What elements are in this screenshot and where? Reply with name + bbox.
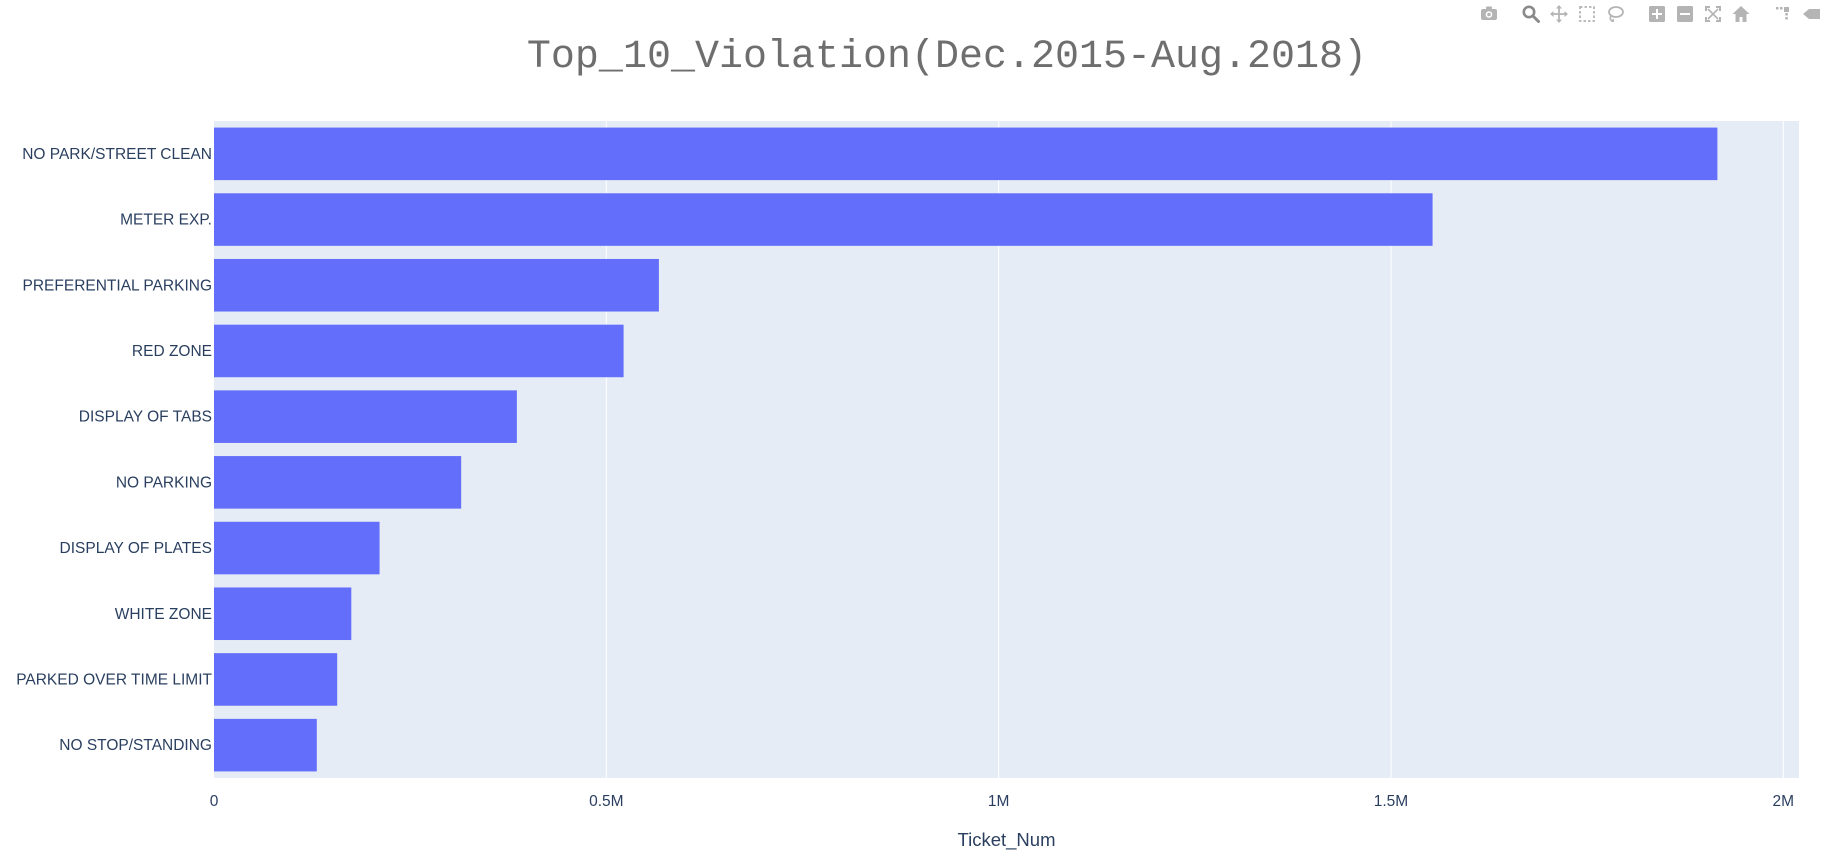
lasso-select-icon [1608, 6, 1624, 23]
zoom-out-button[interactable] [1671, 2, 1699, 26]
bar[interactable] [214, 718, 317, 772]
y-tick-label: PREFERENTIAL PARKING [23, 277, 212, 294]
x-tick-label: 1M [988, 793, 1010, 810]
bar[interactable] [214, 193, 1433, 246]
modebar-group [1475, 2, 1503, 26]
zoom-in-icon [1649, 6, 1665, 22]
y-tick-label: METER EXP. [120, 212, 212, 229]
hover-closest-icon [1803, 9, 1820, 19]
x-tick-label: 1.5M [1374, 793, 1408, 810]
reset-axes-icon [1732, 6, 1750, 22]
chart-title: Top_10_Violation(Dec.2015-Aug.2018) [527, 35, 1367, 80]
x-axis-title: Ticket_Num [957, 829, 1055, 851]
zoom-icon [1522, 5, 1540, 23]
bar[interactable] [214, 258, 659, 312]
y-tick-label: RED ZONE [132, 343, 212, 360]
modebar-group [1517, 2, 1629, 26]
zoom-button[interactable] [1517, 2, 1545, 26]
bar[interactable] [214, 521, 380, 575]
modebar [1461, 2, 1825, 26]
camera-button[interactable] [1475, 2, 1503, 26]
bar[interactable] [214, 653, 338, 706]
bar[interactable] [214, 324, 624, 378]
y-tick-label: NO PARK/STREET CLEAN [22, 146, 212, 163]
lasso-select-button[interactable] [1601, 2, 1629, 26]
y-tick-label: PARKED OVER TIME LIMIT [16, 671, 212, 688]
spike-lines-icon [1776, 7, 1789, 20]
y-tick-label: DISPLAY OF PLATES [60, 540, 212, 557]
bar[interactable] [214, 456, 462, 509]
pan-icon [1550, 5, 1568, 23]
x-tick-label: 0.5M [589, 793, 623, 810]
bar[interactable] [214, 390, 517, 443]
y-tick-label: DISPLAY OF TABS [79, 409, 212, 426]
bar[interactable] [214, 587, 352, 641]
hover-closest-button[interactable] [1797, 2, 1825, 26]
bar[interactable] [214, 127, 1718, 181]
camera-icon [1481, 6, 1497, 20]
modebar-group [1643, 2, 1755, 26]
spike-lines-button[interactable] [1769, 2, 1797, 26]
y-tick-label: NO PARKING [116, 474, 212, 491]
box-select-icon [1579, 6, 1595, 22]
x-tick-label: 2M [1773, 793, 1795, 810]
x-tick-label: 0 [210, 793, 219, 810]
pan-button[interactable] [1545, 2, 1573, 26]
reset-axes-button[interactable] [1727, 2, 1755, 26]
autoscale-icon [1705, 6, 1721, 22]
autoscale-button[interactable] [1699, 2, 1727, 26]
y-tick-label: WHITE ZONE [115, 606, 212, 623]
modebar-group [1769, 2, 1825, 26]
box-select-button[interactable] [1573, 2, 1601, 26]
zoom-out-icon [1677, 6, 1693, 22]
zoom-in-button[interactable] [1643, 2, 1671, 26]
y-tick-label: NO STOP/STANDING [59, 737, 212, 754]
